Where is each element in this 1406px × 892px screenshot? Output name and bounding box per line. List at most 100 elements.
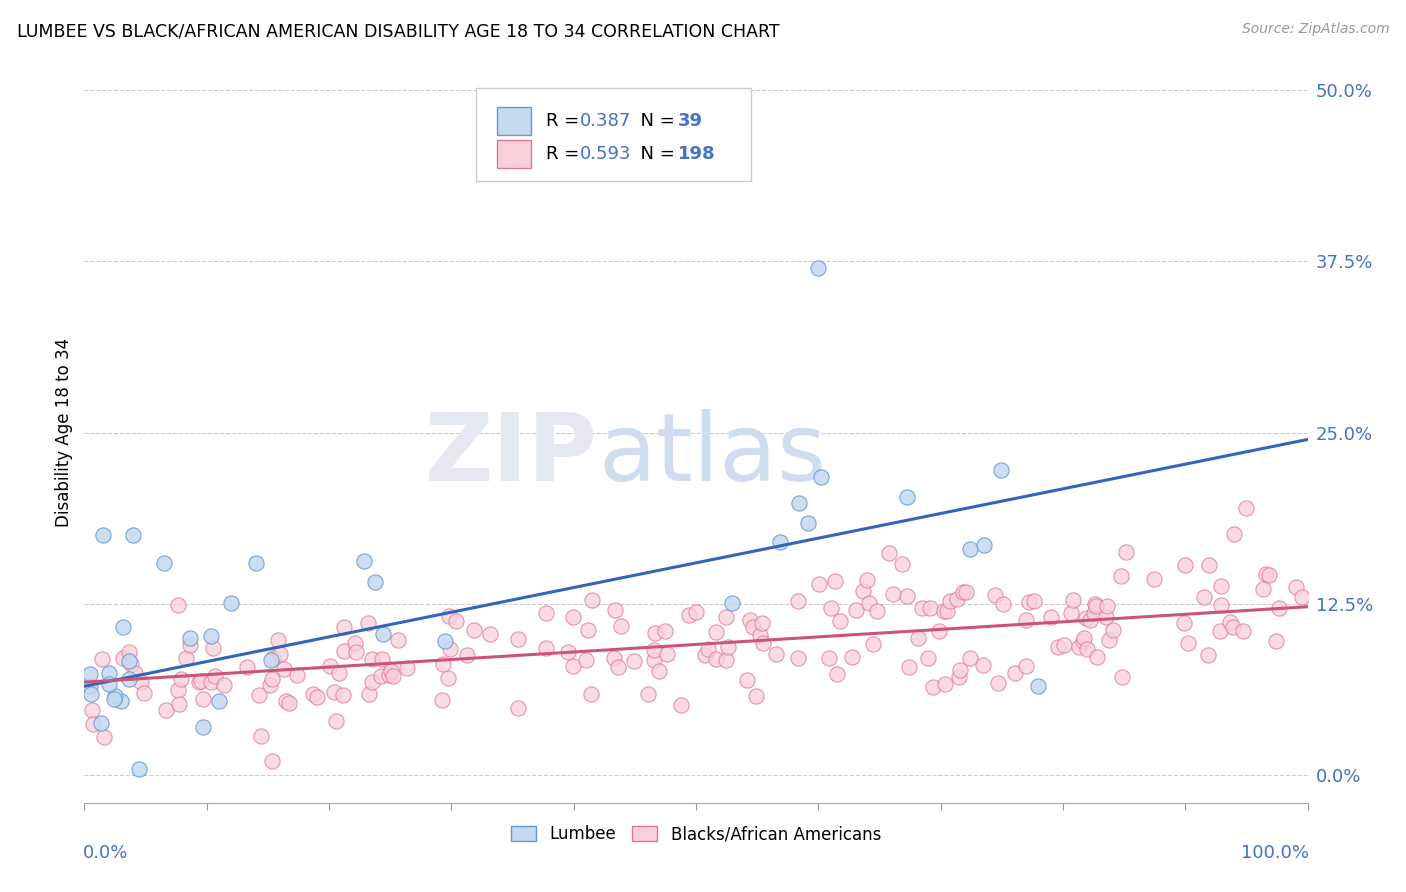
Point <box>972 658 994 673</box>
Point <box>274 694 297 708</box>
Point <box>936 604 959 618</box>
Point <box>1177 636 1199 650</box>
Point <box>439 641 461 656</box>
Point <box>704 652 727 666</box>
Point <box>110 694 132 708</box>
Point <box>82 716 104 731</box>
Point <box>1053 638 1076 652</box>
Point <box>928 624 950 638</box>
Point <box>740 614 762 628</box>
Point <box>1046 640 1069 655</box>
Point <box>236 660 259 674</box>
Point <box>877 546 900 560</box>
Point <box>353 554 375 568</box>
Point <box>922 680 945 694</box>
Point <box>200 629 222 643</box>
Point <box>325 714 347 729</box>
Point <box>1073 631 1095 645</box>
Point <box>1080 613 1102 627</box>
Point <box>1076 611 1098 625</box>
Text: 100.0%: 100.0% <box>1241 844 1309 862</box>
Point <box>1015 658 1038 673</box>
Point <box>959 542 981 557</box>
Point <box>1251 582 1274 596</box>
Point <box>845 603 868 617</box>
Point <box>278 696 301 710</box>
Point <box>1257 568 1279 582</box>
Point <box>534 640 557 655</box>
Point <box>1083 607 1105 621</box>
Point <box>984 588 1007 602</box>
Point <box>361 652 384 666</box>
Point <box>1028 679 1050 693</box>
Point <box>721 596 744 610</box>
Point <box>1085 650 1108 665</box>
Point <box>190 673 212 688</box>
Point <box>1232 624 1254 638</box>
Point <box>987 676 1010 690</box>
Point <box>643 653 665 667</box>
Point <box>302 687 325 701</box>
Point <box>90 652 112 666</box>
FancyBboxPatch shape <box>496 107 531 135</box>
Point <box>219 596 242 610</box>
Text: N =: N = <box>628 112 681 130</box>
Text: R =: R = <box>546 145 585 163</box>
Point <box>623 654 645 668</box>
Point <box>1111 671 1133 685</box>
Point <box>357 616 380 631</box>
Point <box>898 659 921 673</box>
Point <box>576 624 599 638</box>
Point <box>269 647 291 661</box>
Point <box>1219 615 1241 630</box>
Point <box>245 556 267 570</box>
Point <box>882 587 904 601</box>
Point <box>111 651 134 665</box>
Point <box>765 647 787 661</box>
Point <box>862 636 884 650</box>
Y-axis label: Disability Age 18 to 34: Disability Age 18 to 34 <box>55 338 73 527</box>
Point <box>949 663 972 677</box>
Point <box>858 596 880 610</box>
Point <box>434 634 457 648</box>
Point <box>952 585 974 599</box>
Point <box>717 640 740 654</box>
Point <box>610 619 633 633</box>
Text: 39: 39 <box>678 112 703 130</box>
Point <box>1109 569 1132 583</box>
Point <box>167 682 190 697</box>
Point <box>1084 599 1107 613</box>
Text: 198: 198 <box>678 145 716 163</box>
Point <box>820 600 842 615</box>
Point <box>907 632 929 646</box>
Point <box>1209 579 1232 593</box>
Point <box>204 669 226 683</box>
Point <box>120 657 142 671</box>
Point <box>990 463 1012 477</box>
Point <box>79 667 101 681</box>
Point <box>247 688 270 702</box>
Point <box>896 490 918 504</box>
Point <box>890 558 912 572</box>
Point <box>562 659 585 673</box>
Point <box>808 577 831 591</box>
Point <box>97 676 120 690</box>
Point <box>363 575 385 590</box>
Point <box>360 674 382 689</box>
Point <box>704 624 727 639</box>
Point <box>118 645 141 659</box>
Point <box>319 658 342 673</box>
Point <box>191 720 214 734</box>
Point <box>371 627 394 641</box>
Point <box>263 651 285 665</box>
FancyBboxPatch shape <box>475 88 751 181</box>
Point <box>644 625 666 640</box>
Point <box>79 679 101 693</box>
Point <box>787 496 810 510</box>
Point <box>1094 610 1116 624</box>
Point <box>82 703 104 717</box>
Point <box>153 556 176 570</box>
Point <box>693 648 716 662</box>
Point <box>1018 595 1040 609</box>
Point <box>249 730 271 744</box>
